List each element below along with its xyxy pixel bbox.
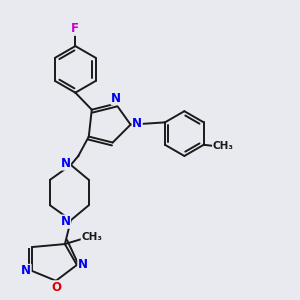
Text: CH₃: CH₃ (81, 232, 102, 242)
Text: F: F (71, 22, 79, 35)
Text: N: N (61, 157, 70, 170)
Text: N: N (111, 92, 121, 105)
Text: N: N (61, 215, 70, 228)
Text: O: O (51, 281, 61, 294)
Text: N: N (78, 259, 88, 272)
Text: CH₃: CH₃ (213, 141, 234, 151)
Text: N: N (21, 264, 31, 278)
Text: N: N (132, 117, 142, 130)
